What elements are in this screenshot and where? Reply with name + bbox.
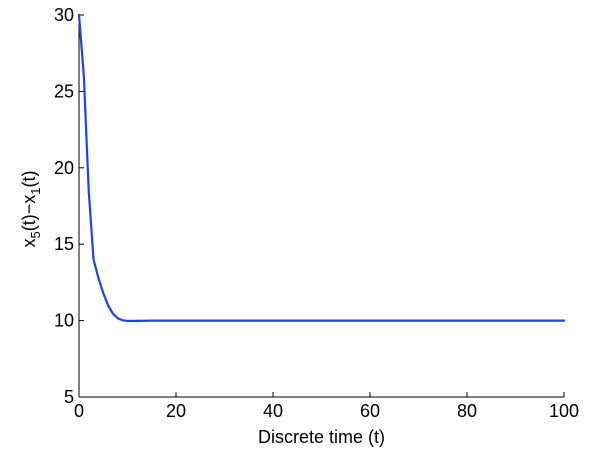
y-axis-label: x5(t)−x1(t) xyxy=(19,171,43,248)
y-axis-label-part: (t)−x xyxy=(19,195,39,232)
y-tick-label: 5 xyxy=(64,387,74,407)
x-tick-label: 20 xyxy=(166,401,186,421)
y-axis-label-part: (t) xyxy=(19,171,39,188)
x-tick-label: 80 xyxy=(457,401,477,421)
x-tick-label: 100 xyxy=(549,401,579,421)
x-axis-label: Discrete time (t) xyxy=(258,427,385,447)
y-tick-label: 10 xyxy=(54,311,74,331)
series-line-0 xyxy=(77,13,566,323)
x-tick-label: 40 xyxy=(263,401,283,421)
axis-labels: Discrete time (t)x5(t)−x1(t) xyxy=(19,171,385,447)
y-axis-label-subscript: 1 xyxy=(28,188,43,195)
y-tick-label: 25 xyxy=(54,81,74,101)
axes: 0 20 40 60 80 100 5 10 15 20 25 30 xyxy=(54,5,579,421)
y-tick-label: 20 xyxy=(54,158,74,178)
y-axis-label-subscript: 5 xyxy=(28,231,43,238)
x-tick-label: 60 xyxy=(360,401,380,421)
y-axis-label-part: x xyxy=(19,238,39,247)
x-tick-label: 0 xyxy=(74,401,84,421)
y-tick-label: 30 xyxy=(54,5,74,25)
y-tick-label: 15 xyxy=(54,234,74,254)
series-layer xyxy=(77,13,566,323)
